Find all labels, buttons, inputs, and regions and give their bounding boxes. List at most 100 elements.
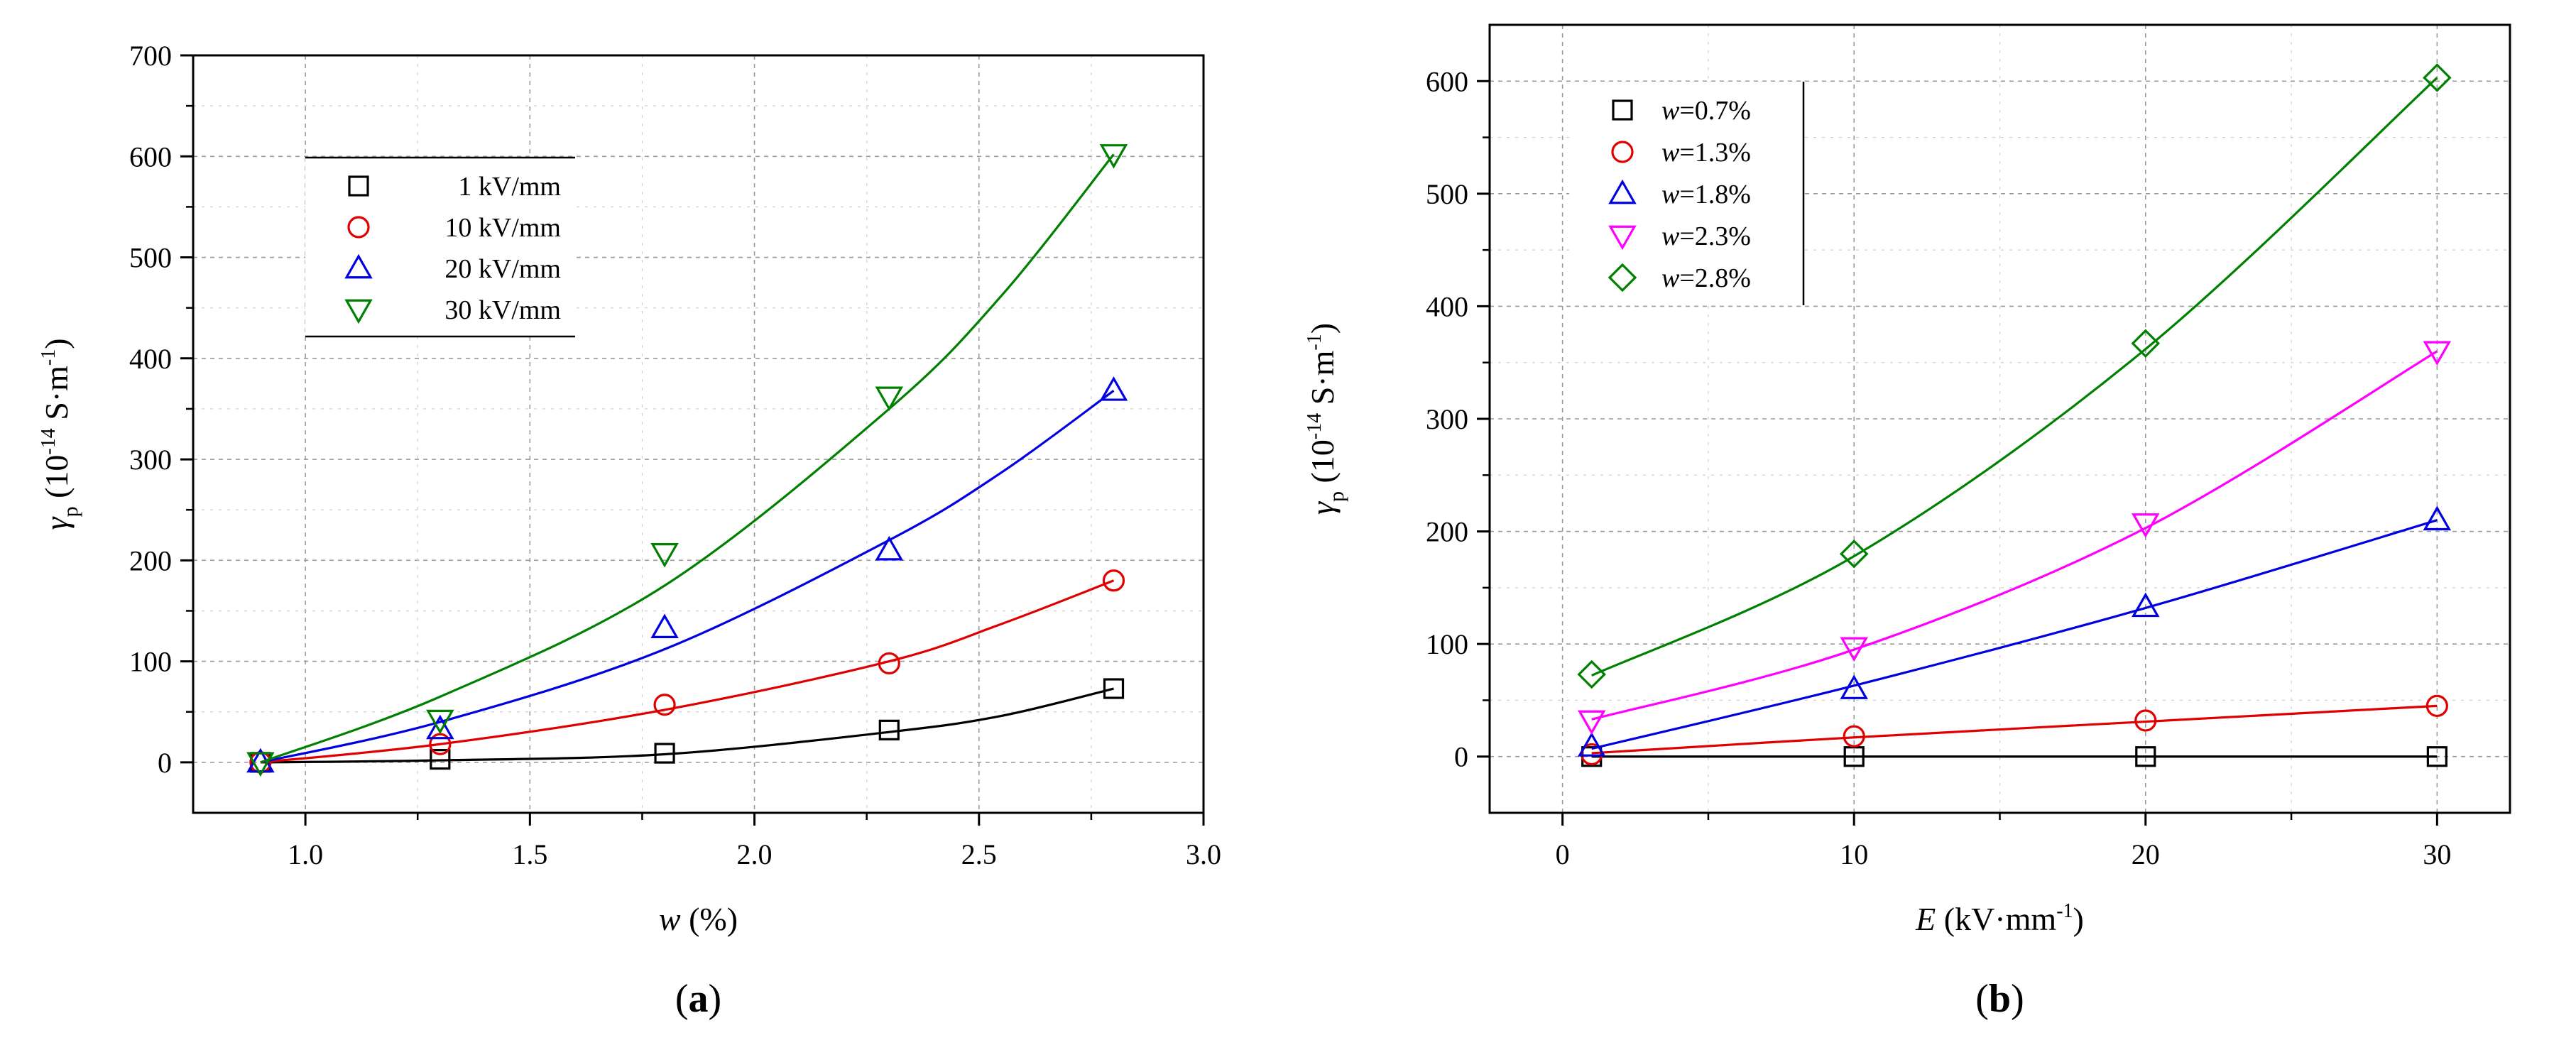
plot-frame — [192, 54, 1205, 814]
grid — [1490, 25, 2510, 813]
y-tick-label: 0 — [158, 747, 172, 779]
series-2 — [246, 376, 1128, 773]
data-point — [430, 748, 451, 770]
panel-label: (a) — [675, 977, 721, 1021]
y-tick-label: 400 — [129, 343, 172, 375]
data-point — [1099, 376, 1128, 401]
legend-entry: w=1.8% — [1661, 180, 1751, 209]
legend-marker — [347, 216, 370, 239]
data-point — [1840, 637, 1868, 662]
legend-entry: w=2.8% — [1661, 263, 1751, 293]
x-axis-title: w (%) — [659, 901, 738, 937]
legend-marker — [1612, 99, 1633, 121]
chart-panel-a: 1.0 1.5 2.0 2.5 3.0 0 100 200 300 400 500 600 700 w (… — [38, 40, 1221, 1021]
legend-marker — [1608, 179, 1637, 204]
legend: 1 kV/mm 10 kV/mm 20 kV/mm 30 kV/mm — [305, 156, 575, 338]
series-3 — [246, 144, 1128, 777]
data-point — [2423, 341, 2452, 366]
data-point — [875, 535, 904, 561]
y-tick-label: 300 — [1426, 403, 1468, 435]
fit-curve — [260, 390, 1115, 764]
y-tick-label: 600 — [129, 141, 172, 173]
data-point — [878, 719, 900, 740]
y-tick-label: 600 — [1426, 65, 1468, 97]
x-tick-label: 2.0 — [737, 838, 773, 870]
fit-curve — [1591, 350, 2438, 721]
series-0 — [1581, 746, 2447, 767]
legend-entry: w=2.3% — [1661, 221, 1751, 251]
x-tick-label: 2.5 — [961, 838, 997, 870]
data-point — [1577, 732, 1606, 757]
fit-curve — [260, 153, 1115, 764]
data-point — [1843, 725, 1865, 748]
data-point — [2425, 694, 2448, 717]
series-1 — [249, 569, 1125, 774]
fit-curve — [260, 687, 1114, 764]
data-point — [875, 386, 904, 412]
data-point — [654, 743, 675, 764]
legend-marker — [344, 253, 373, 279]
data-point — [2132, 513, 2160, 538]
x-tick-label: 30 — [2423, 838, 2451, 870]
data-point — [650, 613, 679, 639]
y-tick-label: 200 — [1426, 516, 1468, 548]
fit-curve — [260, 579, 1115, 764]
data-point — [878, 652, 900, 675]
y-tick-label: 200 — [129, 544, 172, 576]
data-point — [1577, 710, 1606, 735]
series-1 — [1581, 694, 2448, 766]
x-tick-label: 1.5 — [512, 838, 547, 870]
y-tick-label: 400 — [1426, 290, 1468, 322]
y-tick-label: 100 — [1426, 628, 1468, 660]
y-tick-label: 700 — [129, 40, 172, 72]
y-axis-title: γp (10-14 S·m-1) — [38, 338, 82, 530]
legend: w=0.7% w=1.3% w=1.8% w=2.3% w=2.8% — [1569, 82, 1805, 305]
y-tick-label: 300 — [129, 444, 172, 476]
data-point — [2423, 505, 2452, 531]
data-point — [2135, 746, 2156, 767]
data-point — [653, 694, 676, 716]
legend-marker — [1608, 225, 1637, 251]
legend-marker — [1611, 141, 1634, 163]
fit-curve — [1591, 77, 2438, 677]
data-point — [1577, 659, 1606, 689]
legend-entry: w=1.3% — [1661, 138, 1751, 168]
axis-ticks: 1.0 1.5 2.0 2.5 3.0 0 100 200 300 400 500 600 700 — [129, 40, 1221, 870]
series-0 — [250, 678, 1125, 773]
legend-entry: 10 kV/mm — [444, 213, 561, 243]
y-axis-title: γp (10-14 S·m-1) — [1304, 323, 1348, 515]
data-point — [2131, 329, 2161, 358]
data-point — [650, 543, 679, 568]
legend-marker — [344, 299, 373, 324]
legend-marker — [348, 175, 369, 197]
y-tick-label: 100 — [129, 646, 172, 678]
fit-curve — [1591, 519, 2438, 750]
legend-entry: 30 kV/mm — [444, 295, 561, 325]
panel-label: (b) — [1975, 977, 2024, 1021]
data-point — [1103, 678, 1125, 699]
series-3 — [1577, 341, 2452, 735]
data-point — [2426, 746, 2447, 767]
y-tick-label: 500 — [1426, 178, 1468, 210]
data-point — [426, 714, 454, 740]
data-point — [2134, 709, 2157, 732]
x-tick-label: 10 — [1840, 838, 1868, 870]
data-point — [1839, 540, 1869, 569]
data-point — [1840, 674, 1868, 699]
legend-background — [1569, 82, 1803, 305]
data-point — [246, 752, 275, 777]
legend-entry: 20 kV/mm — [444, 254, 561, 284]
data-point — [1099, 144, 1128, 169]
grid — [193, 55, 1204, 813]
fit-curve — [1591, 704, 2438, 755]
data-point — [1581, 743, 1603, 766]
legend-entry: w=0.7% — [1661, 96, 1751, 126]
y-tick-label: 0 — [1454, 741, 1468, 773]
x-tick-label: 1.0 — [288, 838, 323, 870]
y-tick-label: 500 — [129, 242, 172, 274]
legend-marker — [1608, 263, 1637, 292]
x-tick-label: 20 — [2132, 838, 2160, 870]
data-point — [2423, 63, 2452, 92]
